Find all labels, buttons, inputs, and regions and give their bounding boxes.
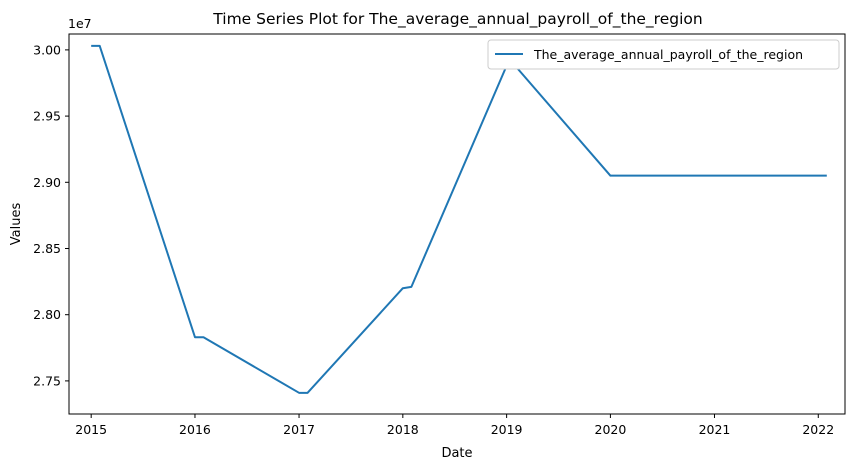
y-tick-label: 2.80 — [33, 307, 61, 322]
y-tick-label: 2.75 — [33, 373, 61, 388]
x-tick-label: 2021 — [699, 422, 731, 437]
x-tick-label: 2017 — [283, 422, 315, 437]
x-tick-label: 2015 — [75, 422, 107, 437]
x-axis: 2015 2016 2017 2018 2019 2020 2021 2022 — [75, 414, 834, 437]
y-tick-label: 2.85 — [33, 241, 61, 256]
x-tick-label: 2022 — [802, 422, 834, 437]
legend: The_average_annual_payroll_of_the_region — [487, 39, 840, 70]
y-tick-label: 3.00 — [33, 42, 61, 57]
y-tick-label: 2.90 — [33, 175, 61, 190]
legend-label: The_average_annual_payroll_of_the_region — [533, 47, 803, 62]
plot-area — [68, 33, 846, 415]
x-tick-label: 2020 — [595, 422, 627, 437]
legend-box — [487, 39, 840, 70]
x-tick-label: 2019 — [491, 422, 523, 437]
y-axis-label: Values — [9, 203, 24, 246]
series-line — [91, 44, 827, 394]
chart-title: Time Series Plot for The_average_annual_… — [212, 10, 702, 29]
x-axis-label: Date — [441, 446, 472, 461]
x-tick-label: 2018 — [387, 422, 419, 437]
y-offset-label: 1e7 — [68, 16, 92, 31]
y-axis: 2.75 2.80 2.85 2.90 2.95 3.00 — [33, 42, 69, 388]
series-layer — [91, 44, 827, 394]
x-tick-label: 2016 — [179, 422, 211, 437]
y-tick-label: 2.95 — [33, 109, 61, 124]
